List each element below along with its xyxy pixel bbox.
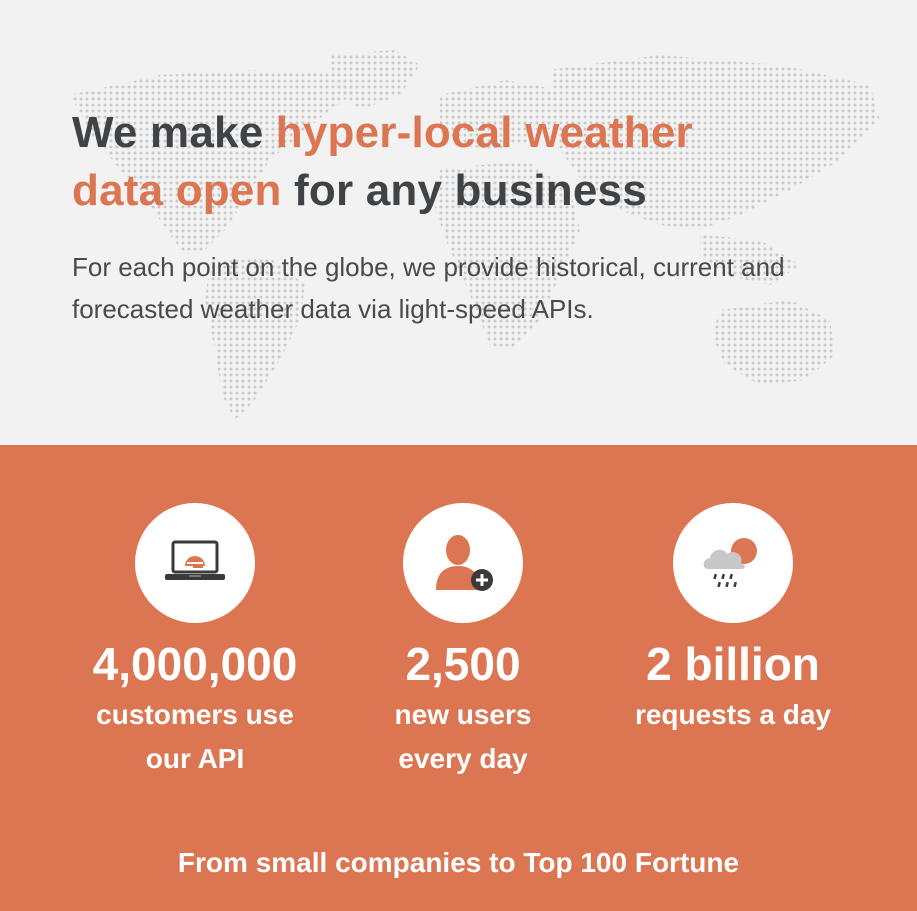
headline-accent-2: data open (72, 166, 282, 215)
stat-icon-circle (135, 503, 255, 623)
stat-label-line1: requests a day (634, 699, 832, 730)
headline-accent-1: hyper-local weather (275, 108, 693, 157)
stat-number: 4,000,000 (92, 638, 298, 690)
stat-label-line2: our API (145, 743, 245, 774)
hero-section: We make hyper-local weather data open fo… (0, 0, 917, 445)
rain-cloud-sun-icon (703, 538, 757, 588)
headline-text-2: for any business (281, 166, 647, 215)
stat-icon-circle (403, 503, 523, 623)
stat-customers: 4,000,000 customers use our API (45, 503, 345, 781)
world-map-dots (70, 50, 880, 420)
stat-requests: 2 billion requests a day (583, 503, 883, 737)
hero-subtitle: For each point on the globe, we provide … (72, 252, 785, 324)
stat-number: 2,500 (405, 638, 521, 690)
hero-content: We make hyper-local weather data open fo… (72, 104, 872, 330)
headline: We make hyper-local weather data open fo… (72, 104, 872, 220)
stat-label-line1: new users (394, 699, 532, 730)
stat-label-line1: customers use (96, 699, 294, 730)
stat-number: 2 billion (646, 638, 820, 690)
laptop-sun-icon (165, 540, 225, 580)
headline-text-1: We make (72, 108, 276, 157)
stats-section: 4,000,000 customers use our API 2,500 ne… (0, 445, 917, 911)
stat-new-users: 2,500 new users every day (313, 503, 613, 781)
footer-tagline: From small companies to Top 100 Fortune (177, 847, 740, 878)
stat-icon-circle (673, 503, 793, 623)
user-add-icon (436, 535, 493, 591)
stat-label-line2: every day (398, 743, 528, 774)
